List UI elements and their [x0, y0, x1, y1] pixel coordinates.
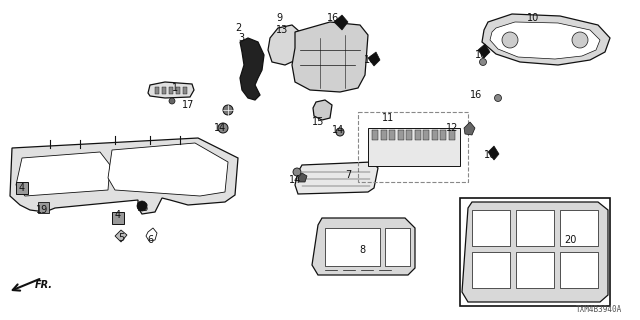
Polygon shape	[292, 22, 368, 92]
Bar	[368, 128, 460, 166]
Bar	[385, 228, 410, 266]
Bar	[472, 252, 510, 288]
Text: 11: 11	[382, 113, 394, 123]
Polygon shape	[146, 228, 157, 241]
Polygon shape	[148, 82, 194, 98]
Circle shape	[572, 32, 588, 48]
Bar	[397, 130, 403, 140]
Polygon shape	[268, 25, 302, 65]
Text: 17: 17	[182, 100, 194, 110]
Polygon shape	[240, 38, 264, 100]
Text: 10: 10	[527, 13, 539, 23]
Circle shape	[137, 201, 147, 211]
Polygon shape	[490, 22, 600, 59]
Text: 4: 4	[115, 210, 121, 220]
Bar	[162, 87, 166, 94]
Text: 14: 14	[289, 175, 301, 185]
Polygon shape	[295, 162, 378, 194]
Bar	[38, 202, 49, 213]
Text: 3: 3	[238, 33, 244, 43]
Text: 6: 6	[147, 235, 153, 245]
Text: 16: 16	[475, 50, 487, 60]
Polygon shape	[108, 143, 228, 196]
Text: 12: 12	[446, 123, 458, 133]
Bar	[440, 130, 446, 140]
Text: 13: 13	[276, 25, 288, 35]
Circle shape	[223, 105, 233, 115]
Text: 5: 5	[118, 233, 124, 243]
Bar	[406, 130, 412, 140]
Polygon shape	[298, 173, 307, 182]
Text: 9: 9	[276, 13, 282, 23]
Polygon shape	[488, 146, 499, 160]
Polygon shape	[482, 14, 610, 65]
Text: 14: 14	[214, 123, 226, 133]
Circle shape	[502, 32, 518, 48]
Text: 16: 16	[364, 55, 376, 65]
Text: 14: 14	[332, 125, 344, 135]
Bar	[183, 87, 187, 94]
Text: 15: 15	[312, 117, 324, 127]
Bar	[389, 130, 395, 140]
Bar	[381, 130, 387, 140]
Bar	[516, 210, 554, 246]
Bar	[560, 252, 598, 288]
Bar	[431, 130, 438, 140]
Polygon shape	[464, 122, 475, 135]
Circle shape	[495, 94, 502, 101]
Circle shape	[336, 128, 344, 136]
Bar	[112, 212, 124, 224]
Text: 16: 16	[470, 90, 482, 100]
Text: 2: 2	[235, 23, 241, 33]
Polygon shape	[368, 52, 380, 66]
Polygon shape	[16, 152, 110, 196]
Circle shape	[479, 59, 486, 66]
Text: 1: 1	[172, 83, 178, 93]
Text: 16: 16	[484, 150, 496, 160]
Text: 16: 16	[327, 13, 339, 23]
Text: FR.: FR.	[35, 280, 53, 290]
Polygon shape	[115, 230, 127, 242]
Bar	[472, 210, 510, 246]
Text: 18: 18	[137, 203, 149, 213]
Bar	[16, 182, 28, 194]
Circle shape	[218, 123, 228, 133]
Bar	[516, 252, 554, 288]
Bar	[372, 130, 378, 140]
Text: 4: 4	[19, 183, 25, 193]
Polygon shape	[462, 202, 608, 302]
Bar	[460, 198, 610, 306]
Bar	[449, 130, 454, 140]
Text: 8: 8	[359, 245, 365, 255]
Bar	[169, 87, 173, 94]
Bar	[176, 87, 180, 94]
Bar	[560, 210, 598, 246]
Polygon shape	[10, 138, 238, 214]
Text: 7: 7	[345, 170, 351, 180]
Text: 19: 19	[36, 205, 48, 215]
Bar	[415, 130, 420, 140]
Bar	[155, 87, 159, 94]
Bar	[325, 228, 380, 266]
Polygon shape	[312, 218, 415, 275]
Polygon shape	[478, 44, 490, 58]
Polygon shape	[334, 15, 348, 30]
Bar	[423, 130, 429, 140]
Circle shape	[169, 98, 175, 104]
Text: 20: 20	[564, 235, 576, 245]
Circle shape	[293, 168, 301, 176]
Text: TXM4B3940A: TXM4B3940A	[576, 305, 622, 314]
Bar	[358, 112, 468, 182]
Polygon shape	[313, 100, 332, 120]
